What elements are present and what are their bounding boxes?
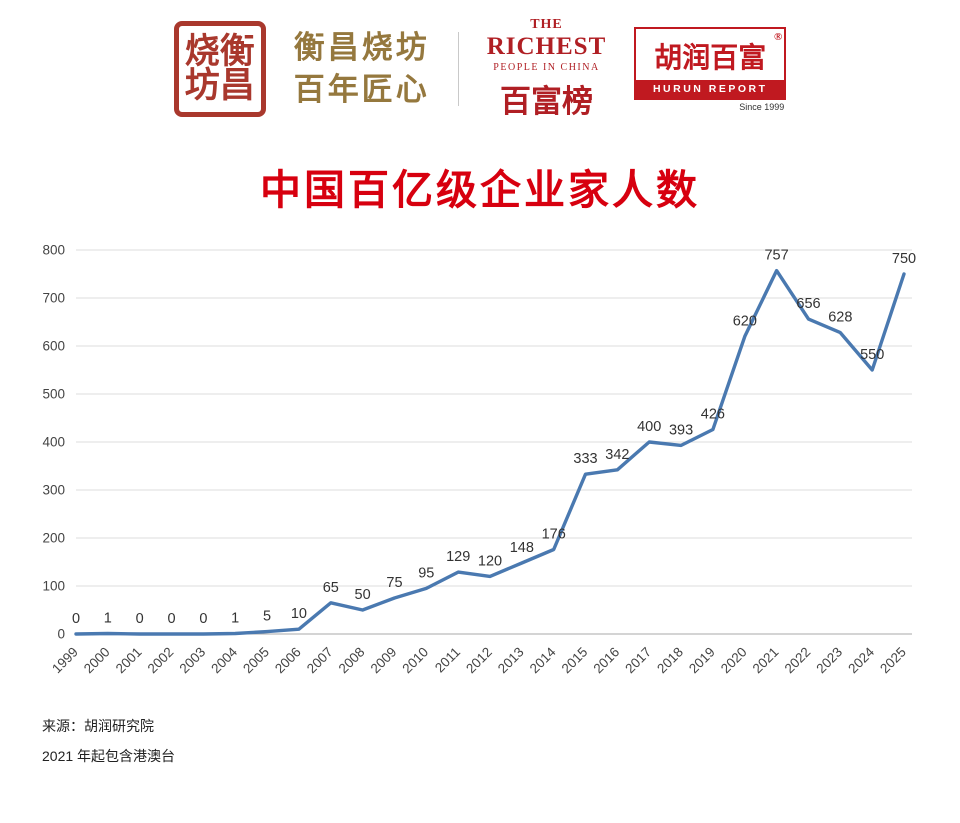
- svg-text:1999: 1999: [49, 644, 81, 676]
- svg-text:2012: 2012: [463, 644, 495, 676]
- svg-text:2010: 2010: [399, 644, 431, 676]
- svg-text:148: 148: [510, 540, 534, 556]
- svg-text:65: 65: [323, 580, 339, 596]
- svg-text:2004: 2004: [208, 644, 240, 676]
- svg-text:550: 550: [860, 347, 884, 363]
- svg-text:800: 800: [42, 243, 65, 258]
- svg-text:2021: 2021: [750, 644, 782, 676]
- source-note: 来源：胡润研究院: [42, 718, 154, 735]
- richest-line-the: THE: [530, 17, 563, 32]
- svg-text:2014: 2014: [527, 644, 559, 676]
- svg-text:2006: 2006: [272, 644, 304, 676]
- svg-text:700: 700: [42, 291, 65, 306]
- svg-text:1: 1: [104, 611, 112, 627]
- hurun-cn-text: 胡润百富: [654, 42, 767, 74]
- svg-text:2001: 2001: [113, 644, 145, 676]
- line-chart: 0 100 200 300 400 500 600 700 800 0 1 0 0 0 1 5 10 65 50 75…: [20, 226, 940, 708]
- svg-text:200: 200: [42, 531, 65, 546]
- richest-line-richest: RICHEST: [486, 33, 607, 60]
- svg-text:2009: 2009: [368, 644, 400, 676]
- svg-text:500: 500: [42, 387, 65, 402]
- svg-text:2013: 2013: [495, 644, 527, 676]
- svg-text:656: 656: [796, 296, 820, 312]
- svg-text:2005: 2005: [240, 644, 272, 676]
- svg-text:129: 129: [446, 549, 470, 565]
- svg-text:400: 400: [42, 435, 65, 450]
- svg-text:75: 75: [386, 575, 402, 591]
- svg-text:300: 300: [42, 483, 65, 498]
- seal-char: 烧: [184, 31, 220, 71]
- svg-text:393: 393: [669, 422, 693, 438]
- svg-text:0: 0: [199, 611, 207, 627]
- brand-line-2: 百年匠心: [293, 72, 430, 107]
- svg-text:2019: 2019: [686, 644, 718, 676]
- seal-char: 衡: [219, 31, 255, 71]
- svg-text:2000: 2000: [81, 644, 113, 676]
- hurun-report-logo: 胡润百富 ® HURUN REPORT Since 1999: [634, 26, 787, 112]
- page-title: 中国百亿级企业家人数: [260, 167, 700, 213]
- svg-text:95: 95: [418, 565, 434, 581]
- svg-text:0: 0: [136, 611, 144, 627]
- svg-text:620: 620: [733, 313, 757, 329]
- svg-text:120: 120: [478, 553, 502, 569]
- header-divider: [457, 32, 459, 106]
- registered-mark-icon: ®: [774, 30, 783, 43]
- svg-text:2022: 2022: [782, 644, 814, 676]
- svg-text:2011: 2011: [432, 644, 463, 675]
- hurun-chinese-name: 胡润百富 ®: [636, 29, 784, 80]
- svg-text:0: 0: [72, 611, 80, 627]
- svg-text:757: 757: [764, 248, 788, 264]
- svg-text:0: 0: [167, 611, 175, 627]
- svg-text:2023: 2023: [813, 644, 845, 676]
- hurun-since-text: Since 1999: [739, 101, 785, 112]
- header: 烧 衡 坊 昌 衡昌烧坊 百年匠心 THE RICHEST PEOPLE IN …: [0, 0, 960, 122]
- svg-text:400: 400: [637, 419, 661, 435]
- hurun-english-name: HURUN REPORT: [636, 79, 785, 98]
- hengchang-seal-icon: 烧 衡 坊 昌: [173, 21, 266, 117]
- svg-text:2002: 2002: [145, 644, 177, 676]
- hengchang-brand-text: 衡昌烧坊 百年匠心: [294, 27, 430, 111]
- footer-notes: 来源：胡润研究院 2021 年起包含港澳台: [42, 712, 175, 771]
- brand-line-1: 衡昌烧坊: [293, 30, 430, 66]
- svg-text:50: 50: [355, 587, 371, 603]
- svg-text:0: 0: [57, 627, 65, 642]
- svg-text:2016: 2016: [590, 644, 622, 676]
- svg-text:342: 342: [605, 447, 629, 463]
- svg-text:5: 5: [263, 609, 271, 625]
- svg-text:100: 100: [42, 579, 65, 594]
- svg-text:2025: 2025: [877, 644, 909, 676]
- scope-note: 2021 年起包含港澳台: [42, 747, 176, 764]
- svg-text:2007: 2007: [304, 644, 336, 676]
- richest-line-bfb: 百富榜: [499, 84, 593, 119]
- seal-characters: 烧 衡 坊 昌: [184, 31, 255, 105]
- svg-text:333: 333: [573, 451, 597, 467]
- svg-text:1: 1: [231, 611, 239, 627]
- svg-text:2018: 2018: [654, 644, 686, 676]
- svg-text:750: 750: [892, 251, 916, 267]
- richest-people-logo: THE RICHEST PEOPLE IN CHINA 百富榜: [487, 17, 607, 121]
- svg-text:426: 426: [701, 407, 725, 423]
- svg-text:176: 176: [542, 527, 566, 543]
- hurun-logo-box: 胡润百富 ® HURUN REPORT: [634, 26, 787, 100]
- svg-text:2020: 2020: [718, 644, 750, 676]
- svg-text:628: 628: [828, 310, 852, 326]
- svg-text:10: 10: [291, 606, 307, 622]
- svg-text:2008: 2008: [336, 644, 368, 676]
- seal-char: 坊: [184, 66, 220, 105]
- svg-text:2024: 2024: [845, 644, 877, 676]
- svg-text:600: 600: [42, 339, 65, 354]
- richest-line-people: PEOPLE IN CHINA: [493, 62, 600, 73]
- svg-text:2017: 2017: [622, 644, 654, 676]
- svg-text:2015: 2015: [559, 644, 591, 676]
- seal-char: 昌: [219, 66, 255, 105]
- svg-text:2003: 2003: [176, 644, 208, 676]
